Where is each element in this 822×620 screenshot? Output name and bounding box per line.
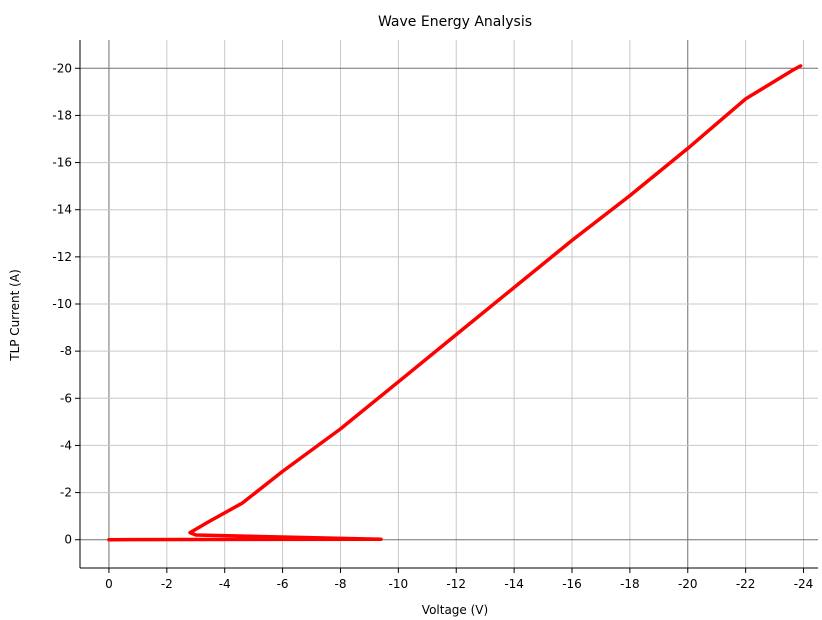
x-tick-label: -22: [736, 577, 756, 591]
y-tick-label: -20: [52, 61, 72, 75]
y-tick-label: -14: [52, 203, 72, 217]
y-tick-label: -18: [52, 108, 72, 122]
series-layer: [107, 64, 803, 542]
y-tick-label: -2: [60, 486, 72, 500]
x-axis-ticks: 0 -2 -4 -6 -8 -10 -12 -14 -16 -18 -20 -22 -24: [105, 568, 813, 591]
x-tick-label: -16: [562, 577, 582, 591]
x-tick-label: -14: [504, 577, 524, 591]
x-tick-label: -18: [620, 577, 640, 591]
y-tick-label: 0: [64, 533, 72, 547]
x-tick-label: -20: [678, 577, 698, 591]
x-tick-label: -12: [446, 577, 466, 591]
x-tick-label: -4: [219, 577, 231, 591]
x-tick-label: -10: [389, 577, 409, 591]
x-tick-label: -24: [794, 577, 814, 591]
y-axis-ticks: 0 -2 -4 -6 -8 -10 -12 -14 -16 -18 -20: [52, 61, 80, 547]
x-axis-label: Voltage (V): [422, 603, 488, 617]
x-tick-label: -2: [161, 577, 173, 591]
chart-title: Wave Energy Analysis: [378, 14, 532, 30]
y-tick-label: -6: [60, 391, 72, 405]
series-line-0: [107, 64, 803, 542]
x-tick-label: -6: [277, 577, 289, 591]
y-tick-label: -12: [52, 250, 72, 264]
y-tick-label: -16: [52, 156, 72, 170]
y-tick-label: -8: [60, 344, 72, 358]
grid: [80, 40, 818, 568]
y-tick-label: -4: [60, 438, 72, 452]
y-axis-label: TLP Current (A): [8, 269, 22, 362]
x-tick-label: -8: [334, 577, 346, 591]
x-tick-label: 0: [105, 577, 113, 591]
y-tick-label: -10: [52, 297, 72, 311]
